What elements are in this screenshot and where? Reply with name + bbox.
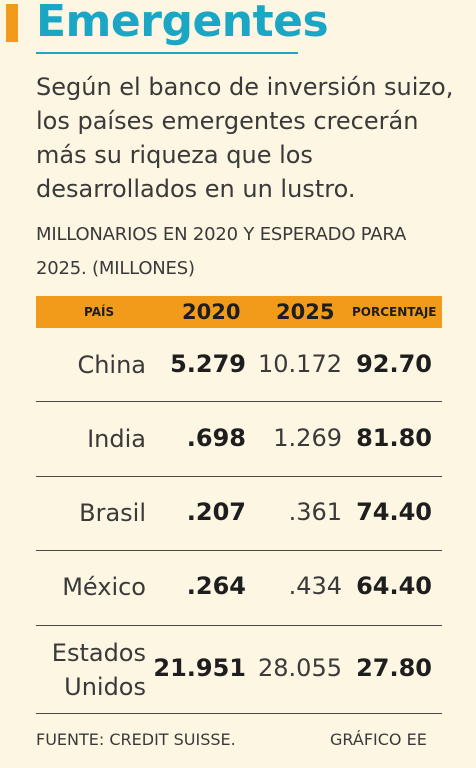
table-row: México .264 .434 64.40	[36, 568, 442, 608]
country-name-line: México	[62, 573, 146, 601]
table-row: India .698 1.269 81.80	[36, 420, 442, 460]
value-2020: 21.951	[153, 654, 246, 682]
header-2025: 2025	[276, 300, 335, 324]
title-underline	[36, 52, 298, 54]
country-cell: India	[0, 422, 146, 456]
country-name-line: Estados	[51, 639, 146, 667]
table-header: PAÍS 2020 2025 PORCENTAJE	[36, 296, 442, 328]
country-name-line: Brasil	[79, 499, 146, 527]
subtitle: Según el banco de inversión suizo, los p…	[36, 73, 454, 203]
value-2025: 1.269	[273, 424, 342, 452]
country-cell: Brasil	[0, 496, 146, 530]
country-name-line: China	[77, 351, 146, 379]
country-cell: China	[0, 348, 146, 382]
value-percentage: 74.40	[356, 498, 432, 526]
accent-bar	[6, 4, 18, 42]
value-2020: .698	[186, 424, 246, 452]
row-divider	[36, 625, 442, 626]
row-divider	[36, 713, 442, 714]
value-2020: .207	[186, 498, 246, 526]
country-cell: Estados Unidos	[0, 636, 146, 704]
value-2020: 5.279	[170, 350, 246, 378]
row-divider	[36, 476, 442, 477]
table-row: China 5.279 10.172 92.70	[36, 346, 442, 386]
value-percentage: 27.80	[356, 654, 432, 682]
table-caption: MILLONARIOS EN 2020 Y ESPERADO PARA 2025…	[36, 224, 407, 279]
value-2025: .361	[288, 498, 342, 526]
source-note: FUENTE: CREDIT SUISSE.	[36, 730, 236, 749]
header-pais: PAÍS	[84, 305, 115, 319]
country-cell: México	[0, 570, 146, 604]
value-percentage: 64.40	[356, 572, 432, 600]
country-name-line: India	[87, 425, 146, 453]
header-porcentaje: PORCENTAJE	[352, 305, 437, 319]
value-2025: 10.172	[258, 350, 342, 378]
row-divider	[36, 401, 442, 402]
table-row: Estados Unidos 21.951 28.055 27.80	[36, 639, 442, 710]
page-title: Emergentes	[36, 0, 329, 47]
row-divider	[36, 550, 442, 551]
value-percentage: 92.70	[356, 350, 432, 378]
value-2020: .264	[186, 572, 246, 600]
country-name-line: Unidos	[64, 673, 146, 701]
graphic-credit: GRÁFICO EE	[330, 730, 427, 749]
value-2025: .434	[288, 572, 342, 600]
table-row: Brasil .207 .361 74.40	[36, 494, 442, 534]
value-percentage: 81.80	[356, 424, 432, 452]
value-2025: 28.055	[258, 654, 342, 682]
header-2020: 2020	[182, 300, 241, 324]
